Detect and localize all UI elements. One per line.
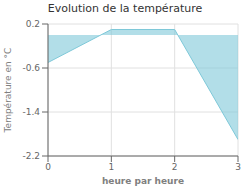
svg-text:1: 1 bbox=[108, 162, 114, 172]
html-text:Evolution de la température: Evolution de la température bbox=[47, 2, 203, 15]
svg-text:-2.2: -2.2 bbox=[22, 151, 40, 161]
svg-text:3: 3 bbox=[235, 162, 241, 172]
svg-text:2: 2 bbox=[172, 162, 178, 172]
svg-text:-1.4: -1.4 bbox=[22, 107, 40, 117]
svg-text:Température en °C: Température en °C bbox=[8, 48, 13, 134]
svg-text:0: 0 bbox=[45, 162, 51, 172]
svg-text:heure par heure: heure par heure bbox=[102, 176, 184, 186]
svg-text:0.2: 0.2 bbox=[26, 19, 40, 29]
svg-text:-0.6: -0.6 bbox=[22, 63, 40, 73]
